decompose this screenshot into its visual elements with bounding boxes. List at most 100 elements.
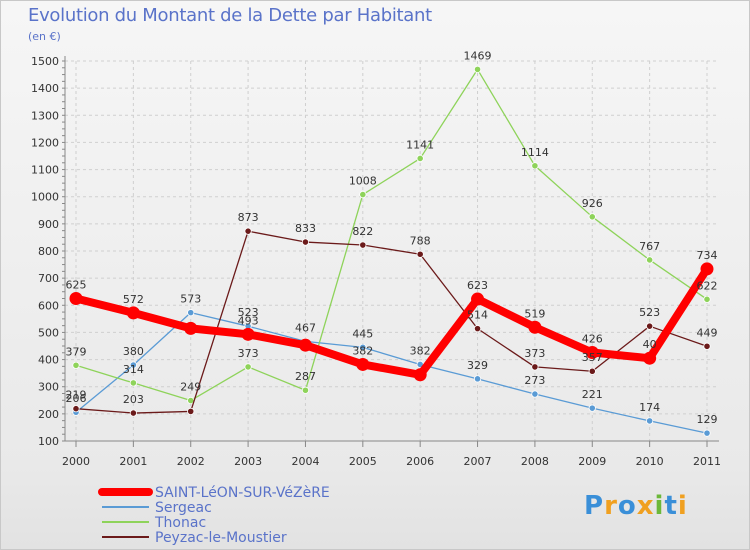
data-point [531,162,539,170]
x-tick-label: 2008 [521,455,549,468]
y-tick-label: 100 [38,435,59,448]
data-point [126,306,140,320]
data-label: 523 [639,306,660,319]
data-label: 382 [410,344,431,357]
data-label: 622 [697,279,718,292]
data-point [703,342,711,350]
data-point [301,386,310,394]
data-label: 788 [410,234,431,247]
data-point [643,351,657,365]
data-point [416,250,424,258]
data-label: 625 [66,279,87,292]
y-tick-label: 1200 [31,136,59,149]
data-point [187,407,195,416]
data-point [416,154,424,163]
data-label: 467 [295,321,316,334]
data-point [413,368,427,382]
x-tick-label: 2002 [177,455,205,468]
data-label: 373 [524,347,545,360]
data-point [298,338,312,352]
data-label: 493 [238,314,259,327]
data-point [588,404,596,412]
legend-label: Sergeac [155,500,212,516]
data-point [72,405,80,413]
data-label: 249 [180,381,201,394]
x-tick-label: 2011 [693,455,721,468]
y-tick-label: 1500 [31,55,59,68]
data-point [129,361,137,369]
data-label: 1114 [521,146,549,159]
data-point [359,343,367,351]
data-point [703,429,711,437]
data-label: 1141 [406,138,434,151]
data-label: 287 [295,370,316,383]
data-point [356,357,370,371]
axis-layer: 100 200 300 400 500 600 700 800 900 1000 1100 1200 1… [31,55,721,468]
proxiti-logo: Proxiti [584,491,688,521]
data-point [646,322,654,330]
data-point [69,292,83,305]
data-label: 523 [238,306,259,319]
data-point [244,227,252,235]
legend: SAINT-LéON-SUR-VéZèRESergeacThonacPeyzac… [98,485,330,546]
data-point [241,327,255,341]
y-tick-label: 300 [38,381,59,394]
x-tick-label: 2003 [234,455,262,468]
legend-label: SAINT-LéON-SUR-VéZèRE [155,485,330,501]
data-label: 203 [123,393,144,406]
series-line [75,68,708,402]
x-tick-label: 2009 [578,455,606,468]
y-tick-label: 1400 [31,82,59,95]
data-point [129,409,137,417]
data-label: 572 [123,293,144,306]
y-tick-label: 1100 [31,164,59,177]
data-point [187,309,195,317]
data-point [646,417,654,425]
data-point [528,320,542,334]
y-tick-label: 1000 [31,191,59,204]
data-label: 445 [352,327,373,340]
chart-subtitle: (en €) [28,30,61,43]
x-tick-label: 2010 [636,455,664,468]
data-label: 1008 [349,175,377,188]
legend-label: Peyzac-le-Moustier [155,530,287,546]
data-label: 1469 [464,49,492,62]
grid-layer [65,60,719,442]
data-point [301,238,310,246]
data-label: 573 [180,293,201,306]
data-label: 40 [643,338,657,351]
data-label: 822 [352,225,373,238]
data-label: 219 [66,389,87,402]
x-tick-label: 2007 [464,455,492,468]
data-label: 329 [467,359,488,372]
data-label: 833 [295,222,316,235]
data-point [531,390,539,398]
data-label: 129 [697,413,718,426]
data-label-layer: 625 572 493 382 623 519 426 40 734 206 380 573 523 46… [66,49,718,426]
y-tick-label: 500 [38,326,59,339]
data-label: 379 [66,345,87,358]
data-label: 519 [524,307,545,320]
chart-title: Evolution du Montant de la Dette par Hab… [28,5,432,26]
x-tick-label: 2006 [406,455,434,468]
data-point [184,321,198,335]
data-point [471,292,485,306]
data-label: 623 [467,279,488,292]
data-point [531,363,539,371]
data-point [585,346,599,360]
data-point [244,363,252,371]
series-layer [69,65,714,437]
data-label: 767 [639,240,660,253]
data-label: 382 [352,344,373,357]
data-label: 380 [123,345,144,358]
data-label: 514 [467,309,488,322]
data-label: 174 [639,401,660,414]
data-point [588,367,596,375]
data-point [129,379,137,387]
data-point [473,65,482,74]
data-label: 206 [66,392,87,405]
series-line [75,230,708,414]
y-tick-label: 1300 [31,109,59,122]
